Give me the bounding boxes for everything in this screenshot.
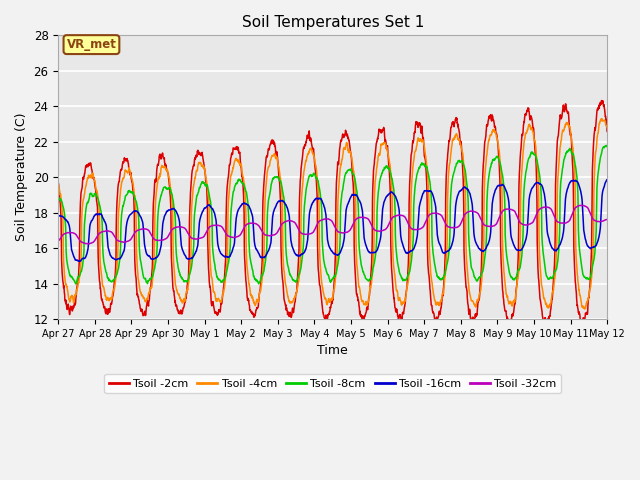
Tsoil -32cm <box>361 215 369 221</box>
Line: Tsoil -4cm: Tsoil -4cm <box>58 119 607 309</box>
Tsoil -16cm <box>208 205 216 211</box>
Tsoil -8cm <box>361 273 369 278</box>
X-axis label: Time: Time <box>317 344 348 357</box>
Tsoil -16cm <box>361 237 369 243</box>
Tsoil -32cm <box>579 203 586 208</box>
Tsoil -4cm <box>570 159 578 165</box>
Tsoil -8cm <box>604 144 611 149</box>
Tsoil -2cm <box>578 326 586 332</box>
Legend: Tsoil -2cm, Tsoil -4cm, Tsoil -8cm, Tsoil -16cm, Tsoil -32cm: Tsoil -2cm, Tsoil -4cm, Tsoil -8cm, Tsoi… <box>104 374 561 393</box>
Tsoil -4cm <box>360 302 368 308</box>
Y-axis label: Soil Temperature (C): Soil Temperature (C) <box>15 113 28 241</box>
Title: Soil Temperatures Set 1: Soil Temperatures Set 1 <box>241 15 424 30</box>
Tsoil -32cm <box>84 241 92 247</box>
Tsoil -4cm <box>604 125 611 131</box>
Line: Tsoil -32cm: Tsoil -32cm <box>58 205 607 244</box>
Tsoil -2cm <box>555 129 563 135</box>
Tsoil -4cm <box>555 166 563 172</box>
Tsoil -16cm <box>570 178 578 183</box>
Tsoil -8cm <box>492 154 500 160</box>
Tsoil -8cm <box>570 155 578 161</box>
Tsoil -8cm <box>72 281 79 287</box>
Tsoil -8cm <box>208 207 216 213</box>
Tsoil -2cm <box>598 97 605 103</box>
Tsoil -4cm <box>580 306 588 312</box>
Tsoil -4cm <box>349 159 356 165</box>
Tsoil -32cm <box>492 221 500 227</box>
Tsoil -2cm <box>54 180 62 186</box>
Tsoil -2cm <box>492 131 500 136</box>
Tsoil -32cm <box>349 222 356 228</box>
Tsoil -16cm <box>555 243 563 249</box>
Tsoil -16cm <box>349 192 356 198</box>
Tsoil -2cm <box>604 129 611 134</box>
Tsoil -4cm <box>492 132 500 137</box>
Tsoil -32cm <box>570 207 578 213</box>
Tsoil -16cm <box>492 186 500 192</box>
Tsoil -4cm <box>54 182 62 188</box>
Text: VR_met: VR_met <box>67 38 116 51</box>
Tsoil -16cm <box>76 258 84 264</box>
Tsoil -8cm <box>602 143 610 148</box>
Tsoil -8cm <box>555 246 563 252</box>
Tsoil -32cm <box>555 219 563 225</box>
Tsoil -2cm <box>360 314 368 320</box>
Tsoil -8cm <box>349 171 356 177</box>
Tsoil -4cm <box>207 273 215 278</box>
Tsoil -2cm <box>207 300 215 306</box>
Tsoil -32cm <box>604 216 611 222</box>
Line: Tsoil -2cm: Tsoil -2cm <box>58 100 607 329</box>
Tsoil -8cm <box>54 197 62 203</box>
Tsoil -32cm <box>208 223 216 229</box>
Line: Tsoil -8cm: Tsoil -8cm <box>58 145 607 284</box>
Tsoil -2cm <box>349 173 356 179</box>
Tsoil -4cm <box>598 116 606 121</box>
Tsoil -2cm <box>570 245 578 251</box>
Tsoil -16cm <box>54 213 62 219</box>
Tsoil -16cm <box>604 177 611 182</box>
Line: Tsoil -16cm: Tsoil -16cm <box>58 180 607 261</box>
Tsoil -32cm <box>54 238 62 243</box>
